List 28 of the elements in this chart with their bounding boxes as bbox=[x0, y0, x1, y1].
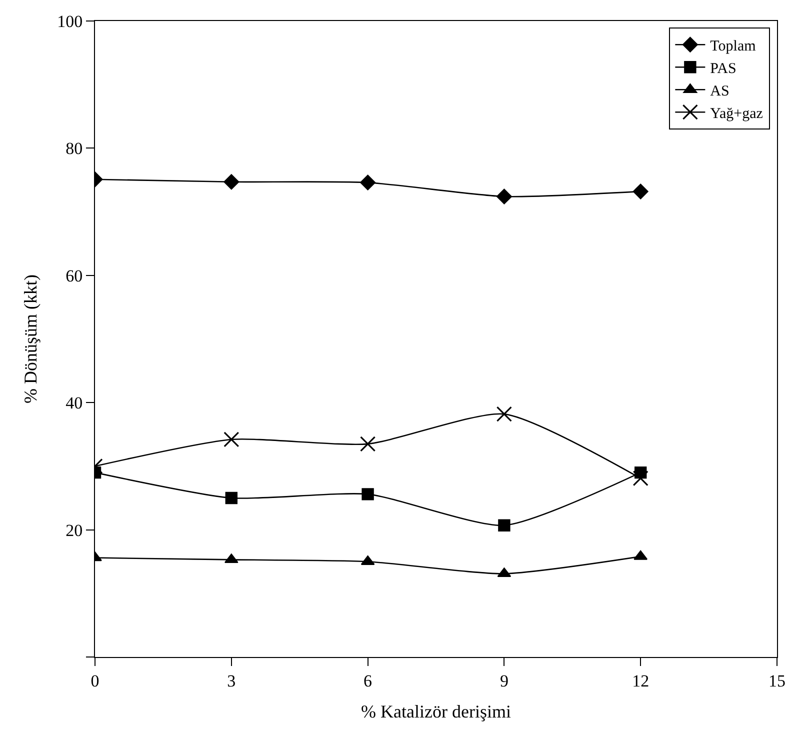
point bbox=[360, 174, 376, 190]
x-tick-label: 9 bbox=[500, 671, 508, 690]
point bbox=[360, 436, 376, 452]
point bbox=[496, 188, 512, 204]
x-axis-title: % Katalizör derişimi bbox=[361, 702, 511, 722]
x-tick-label: 6 bbox=[364, 671, 372, 690]
point bbox=[224, 174, 240, 190]
point bbox=[496, 406, 512, 422]
y-axis-title: % Dönüşüm (kkt) bbox=[20, 274, 40, 404]
legend-label: Toplam bbox=[710, 38, 756, 54]
point bbox=[225, 492, 238, 504]
x-tick-label: 3 bbox=[227, 671, 236, 690]
point bbox=[632, 470, 648, 486]
point bbox=[224, 432, 240, 448]
y-tick-label: 100 bbox=[57, 12, 83, 31]
y-tick-label: 40 bbox=[66, 394, 83, 413]
y-tick-label: 80 bbox=[66, 139, 83, 158]
y-tick-label: 60 bbox=[66, 266, 83, 286]
point bbox=[632, 184, 648, 200]
point bbox=[362, 488, 374, 500]
legend-label: PAS bbox=[710, 60, 736, 77]
x-tick-label: 0 bbox=[90, 671, 100, 690]
legend-label: Yağ+gaz bbox=[710, 106, 764, 122]
x-tick-label: 15 bbox=[768, 671, 786, 690]
x-tick-label: 12 bbox=[632, 671, 650, 690]
y-tick-label: 20 bbox=[66, 520, 83, 540]
point bbox=[498, 519, 510, 532]
legend-label: AS bbox=[710, 83, 730, 100]
